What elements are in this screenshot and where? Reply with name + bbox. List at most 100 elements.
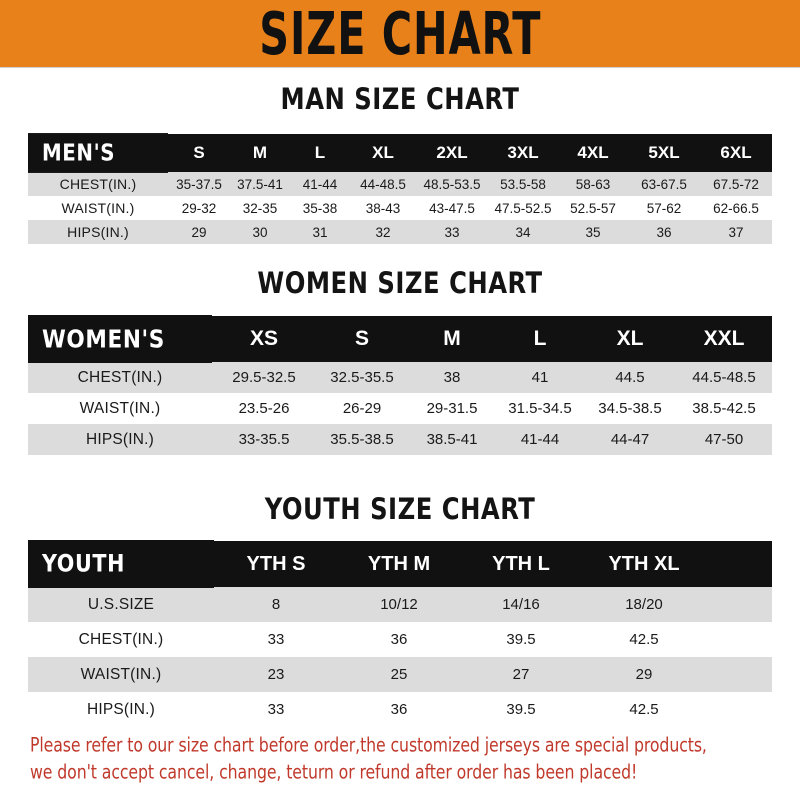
men-size-table-wrapper: MEN'S S M L XL 2XL 3XL 4XL 5XL 6XL CHEST… <box>28 133 772 244</box>
cell: 10/12 <box>338 587 460 622</box>
men-corner-label: MEN'S <box>28 133 168 173</box>
cell: 58-63 <box>558 172 628 196</box>
cell: 53.5-58 <box>488 172 558 196</box>
cell: 67.5-72 <box>700 172 772 196</box>
cell: 36 <box>338 692 460 727</box>
cell-spacer <box>706 692 772 727</box>
cell: 36 <box>338 622 460 657</box>
cell: 41 <box>496 362 584 393</box>
men-col-header: 2XL <box>416 134 488 172</box>
table-row: CHEST(IN.) 33 36 39.5 42.5 <box>28 622 772 657</box>
row-label: WAIST(IN.) <box>28 657 214 692</box>
cell: 35 <box>558 220 628 244</box>
table-row: HIPS(IN.) 33 36 39.5 42.5 <box>28 692 772 727</box>
table-row: CHEST(IN.) 29.5-32.5 32.5-35.5 38 41 44.… <box>28 362 772 393</box>
men-table-header-row: MEN'S S M L XL 2XL 3XL 4XL 5XL 6XL <box>28 133 772 173</box>
men-size-table: MEN'S S M L XL 2XL 3XL 4XL 5XL 6XL CHEST… <box>28 133 772 244</box>
cell-spacer <box>706 657 772 692</box>
men-col-header: XL <box>350 134 416 172</box>
cell: 29-32 <box>168 196 230 220</box>
row-label: U.S.SIZE <box>28 587 214 622</box>
cell: 37 <box>700 220 772 244</box>
women-size-table: WOMEN'S XS S M L XL XXL CHEST(IN.) 29.5-… <box>28 314 772 455</box>
youth-header-spacer <box>706 541 772 587</box>
cell: 33-35.5 <box>212 424 316 455</box>
youth-size-table-wrapper: YOUTH YTH S YTH M YTH L YTH XL U.S.SIZE … <box>28 539 772 727</box>
cell: 38.5-42.5 <box>676 393 772 424</box>
cell: 33 <box>214 622 338 657</box>
cell: 47-50 <box>676 424 772 455</box>
cell: 44.5-48.5 <box>676 362 772 393</box>
cell: 18/20 <box>582 587 706 622</box>
youth-col-header: YTH M <box>338 541 460 587</box>
men-section-title: MAN SIZE CHART <box>280 82 520 117</box>
cell: 29 <box>582 657 706 692</box>
cell: 8 <box>214 587 338 622</box>
youth-col-header: YTH XL <box>582 541 706 587</box>
cell: 35-38 <box>290 196 350 220</box>
cell: 39.5 <box>460 622 582 657</box>
cell: 25 <box>338 657 460 692</box>
youth-section-title: YOUTH SIZE CHART <box>264 492 536 527</box>
women-col-header: S <box>316 316 408 362</box>
cell: 31.5-34.5 <box>496 393 584 424</box>
cell: 38.5-41 <box>408 424 496 455</box>
women-section-title: WOMEN SIZE CHART <box>257 266 543 301</box>
cell: 35-37.5 <box>168 172 230 196</box>
cell: 32 <box>350 220 416 244</box>
women-col-header: XL <box>584 316 676 362</box>
cell: 39.5 <box>460 692 582 727</box>
table-row: U.S.SIZE 8 10/12 14/16 18/20 <box>28 587 772 622</box>
cell: 14/16 <box>460 587 582 622</box>
cell: 41-44 <box>290 172 350 196</box>
cell: 34.5-38.5 <box>584 393 676 424</box>
cell: 63-67.5 <box>628 172 700 196</box>
cell: 34 <box>488 220 558 244</box>
men-col-header: S <box>168 134 230 172</box>
cell: 41-44 <box>496 424 584 455</box>
cell: 44-48.5 <box>350 172 416 196</box>
cell: 32.5-35.5 <box>316 362 408 393</box>
cell: 43-47.5 <box>416 196 488 220</box>
youth-table-header-row: YOUTH YTH S YTH M YTH L YTH XL <box>28 539 772 589</box>
women-col-header: M <box>408 316 496 362</box>
youth-col-header: YTH S <box>214 541 338 587</box>
page-banner: SIZE CHART <box>0 0 800 68</box>
cell: 38-43 <box>350 196 416 220</box>
men-col-header: 3XL <box>488 134 558 172</box>
cell: 36 <box>628 220 700 244</box>
cell-spacer <box>706 587 772 622</box>
table-row: HIPS(IN.) 29 30 31 32 33 34 35 36 37 <box>28 220 772 244</box>
table-row: WAIST(IN.) 29-32 32-35 35-38 38-43 43-47… <box>28 196 772 220</box>
cell: 29.5-32.5 <box>212 362 316 393</box>
women-size-table-wrapper: WOMEN'S XS S M L XL XXL CHEST(IN.) 29.5-… <box>28 314 772 455</box>
cell: 33 <box>214 692 338 727</box>
order-policy-note: Please refer to our size chart before or… <box>30 733 778 787</box>
row-label: HIPS(IN.) <box>28 424 212 455</box>
cell: 62-66.5 <box>700 196 772 220</box>
cell: 30 <box>230 220 290 244</box>
youth-col-header: YTH L <box>460 541 582 587</box>
men-col-header: 4XL <box>558 134 628 172</box>
women-col-header: XS <box>212 316 316 362</box>
men-col-header: L <box>290 134 350 172</box>
row-label: HIPS(IN.) <box>28 220 168 244</box>
women-corner-label: WOMEN'S <box>28 314 212 364</box>
note-line-2: we don't accept cancel, change, teturn o… <box>30 761 638 785</box>
cell: 42.5 <box>582 622 706 657</box>
cell: 32-35 <box>230 196 290 220</box>
cell: 33 <box>416 220 488 244</box>
men-col-header: 5XL <box>628 134 700 172</box>
cell: 37.5-41 <box>230 172 290 196</box>
youth-size-table: YOUTH YTH S YTH M YTH L YTH XL U.S.SIZE … <box>28 539 772 727</box>
cell: 52.5-57 <box>558 196 628 220</box>
cell: 47.5-52.5 <box>488 196 558 220</box>
women-col-header: XXL <box>676 316 772 362</box>
men-col-header: 6XL <box>700 134 772 172</box>
row-label: WAIST(IN.) <box>28 196 168 220</box>
cell: 31 <box>290 220 350 244</box>
cell: 29 <box>168 220 230 244</box>
row-label: CHEST(IN.) <box>28 362 212 393</box>
row-label: CHEST(IN.) <box>28 172 168 196</box>
